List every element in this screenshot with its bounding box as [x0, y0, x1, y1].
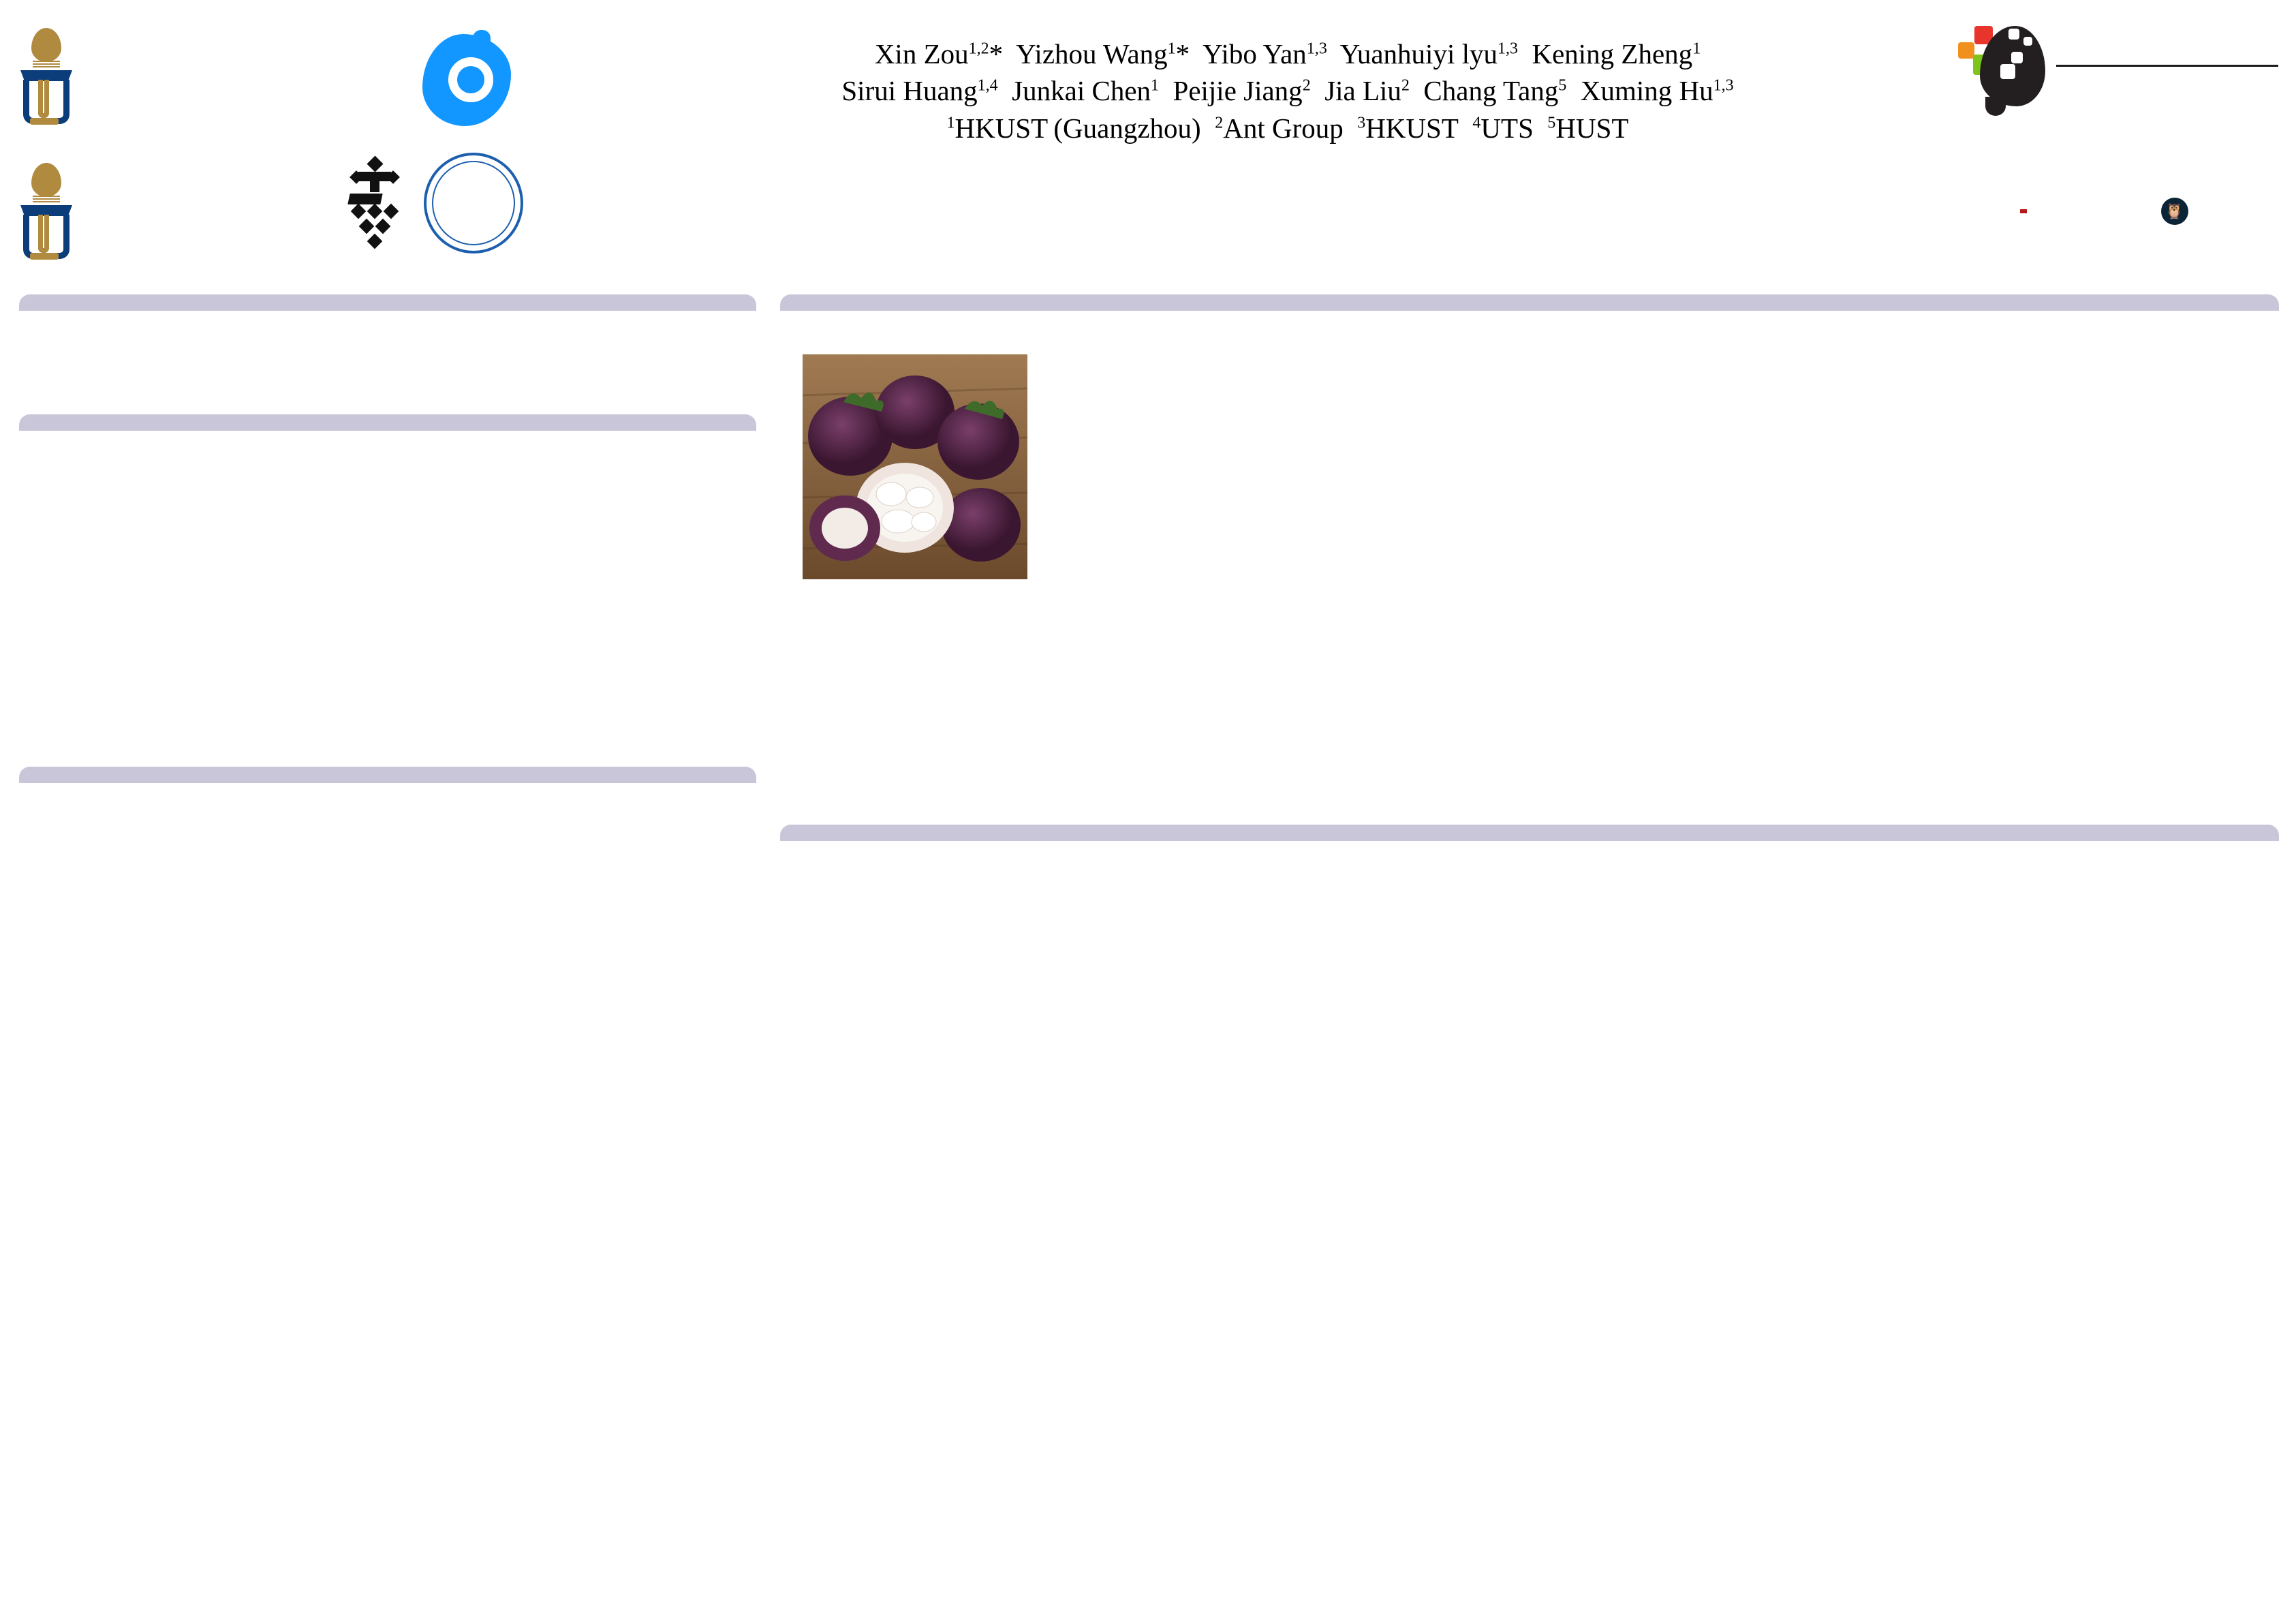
motivation-panel: [780, 294, 2279, 812]
hust-logo-icon: [422, 151, 525, 255]
objective-panel: [19, 294, 756, 331]
ablation-bar-chart: [1145, 587, 1431, 806]
poster-header: Xin Zou1,2* Yizhou Wang1* Yibo Yan1,3 Yu…: [0, 0, 2296, 278]
affiliation-list: 1HKUST (Guangzhou) 2Ant Group 3HKUST 4UT…: [946, 112, 1629, 144]
uts-logo-icon: [334, 154, 416, 256]
idea-heading: [19, 414, 756, 431]
related-work-heading: [19, 767, 756, 783]
injection-ratio-chart: [1901, 893, 2282, 1199]
fruit-photo: [802, 354, 1028, 579]
qr-code-project[interactable]: 🦉: [2115, 151, 2234, 271]
title-block: Xin Zou1,2* Yizhou Wang1* Yibo Yan1,3 Yu…: [613, 20, 1962, 144]
hkust-emblem-icon: [19, 25, 74, 127]
entropy-threshold-chart: [1536, 893, 1918, 1199]
hkust-gz-logo: [19, 15, 496, 138]
experiments-heading: [780, 825, 2279, 841]
icml-branding: 🦉: [1958, 15, 2278, 271]
author-list: Xin Zou1,2* Yizhou Wang1* Yibo Yan1,3 Yu…: [841, 38, 1734, 107]
hkust-logo: [19, 150, 496, 273]
icml-head-icon: [1958, 22, 2047, 116]
qr-code-arxiv[interactable]: [1964, 151, 2083, 271]
radar-chart: [1805, 327, 2282, 804]
university-logos: [19, 15, 496, 273]
idea-panel: [19, 414, 756, 451]
ant-group-logo-icon: [422, 30, 511, 126]
owl-icon: 🦉: [2160, 197, 2188, 225]
uncertainty-heatmap: [1053, 338, 1400, 590]
scaling-ratio-chart: [784, 587, 1165, 806]
method-diagram: [1383, 338, 1805, 761]
hkust-emblem-icon-2: [19, 160, 74, 262]
objective-heading: [19, 294, 756, 311]
motivation-heading: [780, 294, 2279, 311]
related-work-panel: [19, 767, 756, 810]
experiments-panel: [780, 825, 2279, 1605]
experiments-right-column: [1550, 1210, 2272, 1227]
experiments-left-column: [801, 896, 1530, 929]
arxiv-badge: [2019, 209, 2027, 213]
